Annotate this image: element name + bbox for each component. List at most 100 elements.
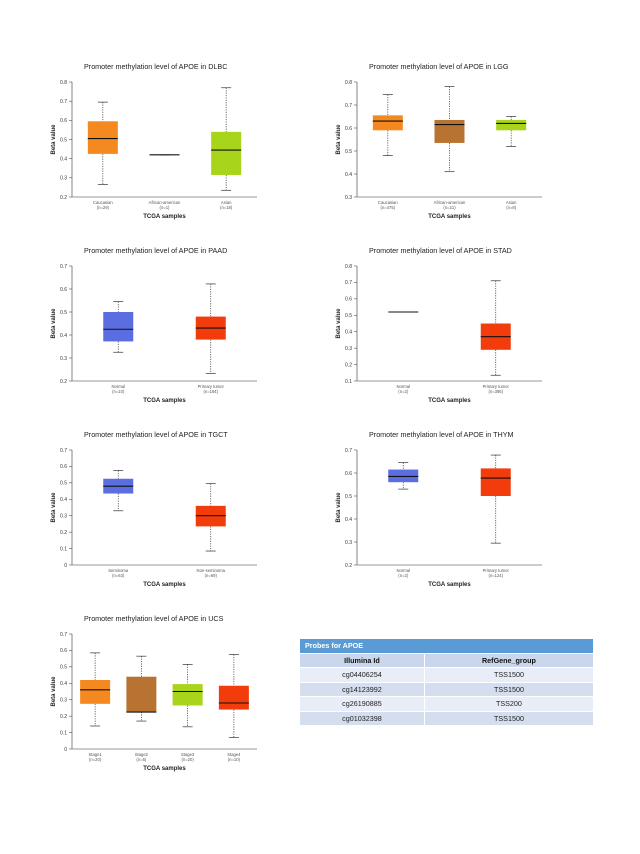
y-tick-label: 0.4 xyxy=(345,517,352,523)
y-tick-label: 0.6 xyxy=(60,118,67,124)
category-count: (n=10) xyxy=(112,389,125,394)
y-tick-label: 0.6 xyxy=(60,464,67,470)
y-axis-label: Beta value xyxy=(51,308,57,339)
probe-table: Probes for APOE Illumina Id RefGene_grou… xyxy=(299,638,595,726)
y-tick-label: 0.3 xyxy=(60,514,67,520)
chart-panel: Promoter methylation level of APOE in UC… xyxy=(51,614,257,772)
y-tick-label: 0.4 xyxy=(60,497,67,503)
y-tick-label: 0.4 xyxy=(60,156,67,162)
category-count: (n=20) xyxy=(89,757,102,762)
y-tick-label: 0.7 xyxy=(345,103,352,109)
category-label: Stage1 xyxy=(88,752,102,757)
box-stage4 xyxy=(218,685,249,710)
box-asian xyxy=(496,119,527,131)
y-axis-label: Beta value xyxy=(336,308,342,339)
category-label: Primary tumor xyxy=(198,384,225,389)
box-caucasian xyxy=(87,121,118,154)
y-tick-label: 0.3 xyxy=(345,346,352,352)
y-tick-label: 0.2 xyxy=(60,195,67,201)
y-tick-label: 0.8 xyxy=(345,80,352,86)
column-header-refgene-group: RefGene_group xyxy=(423,652,595,668)
refgene-group-cell: TSS1500 xyxy=(423,667,595,683)
x-axis-label: TCGA samples xyxy=(428,214,471,220)
y-tick-label: 0 xyxy=(64,563,67,569)
y-tick-label: 0.3 xyxy=(60,176,67,182)
category-count: (n=10) xyxy=(228,757,241,762)
chart-title: Promoter methylation level of APOE in UC… xyxy=(84,614,224,623)
category-label: African-american xyxy=(149,200,181,205)
category-count: (n=395) xyxy=(488,389,503,394)
category-label: Caucasian xyxy=(378,200,398,205)
refgene-group-cell: TSS200 xyxy=(423,696,595,712)
category-label: Stage3 xyxy=(181,752,195,757)
y-tick-label: 0.3 xyxy=(60,356,67,362)
x-axis-label: TCGA samples xyxy=(143,766,186,772)
category-count: (n=63) xyxy=(112,573,125,578)
category-label: Normal xyxy=(397,568,411,573)
category-count: (n=69) xyxy=(205,573,218,578)
box-african-american xyxy=(434,119,465,143)
box-asian xyxy=(211,131,242,175)
y-tick-label: 0.6 xyxy=(345,126,352,132)
chart-panel: Promoter methylation level of APOE in DL… xyxy=(51,62,257,220)
category-count: (n=124) xyxy=(488,573,503,578)
category-label: Stage2 xyxy=(135,752,149,757)
y-tick-label: 0.1 xyxy=(345,379,352,385)
y-tick-label: 0.4 xyxy=(60,681,67,687)
y-tick-label: 0.2 xyxy=(345,563,352,569)
y-tick-label: 0.5 xyxy=(345,313,352,319)
y-axis-label: Beta value xyxy=(51,124,57,155)
box-normal xyxy=(388,469,419,483)
category-label: Normal xyxy=(112,384,126,389)
y-tick-label: 0.5 xyxy=(345,494,352,500)
y-tick-label: 0.5 xyxy=(345,149,352,155)
category-count: (n=18) xyxy=(220,205,233,210)
y-axis-label: Beta value xyxy=(336,492,342,523)
chart-title: Promoter methylation level of APOE in TH… xyxy=(369,430,513,439)
category-label: Normal xyxy=(397,384,411,389)
y-tick-label: 0.8 xyxy=(60,80,67,86)
y-axis-label: Beta value xyxy=(51,492,57,523)
box-primary-tumor xyxy=(480,468,511,496)
probe-table-title: Probes for APOE xyxy=(299,638,594,653)
category-label: Caucasian xyxy=(93,200,113,205)
box-stage3 xyxy=(172,684,203,706)
x-axis-label: TCGA samples xyxy=(143,214,186,220)
chart-panel: Promoter methylation level of APOE in TG… xyxy=(51,430,257,588)
y-tick-label: 0.4 xyxy=(345,330,352,336)
column-header-illumina-id: Illumina Id xyxy=(299,652,425,668)
category-count: (n=21) xyxy=(443,205,456,210)
chart-panel: Promoter methylation level of APOE in PA… xyxy=(51,246,257,404)
category-label: African-american xyxy=(434,200,466,205)
category-count: (n=5) xyxy=(136,757,146,762)
category-count: (n=2) xyxy=(398,389,408,394)
table-row: cg04406254 TSS1500 xyxy=(299,667,595,683)
y-tick-label: 0.7 xyxy=(345,448,352,454)
y-tick-label: 0.6 xyxy=(60,648,67,654)
table-row: cg01032398 TSS1500 xyxy=(299,710,595,726)
y-tick-label: 0.7 xyxy=(60,632,67,638)
y-tick-label: 0.5 xyxy=(60,310,67,316)
y-tick-label: 0.3 xyxy=(345,195,352,201)
category-count: (n=184) xyxy=(203,389,218,394)
y-tick-label: 0.1 xyxy=(60,546,67,552)
refgene-group-cell: TSS1500 xyxy=(423,681,595,697)
category-count: (n=2) xyxy=(398,573,408,578)
y-tick-label: 0.6 xyxy=(60,287,67,293)
chart-title: Promoter methylation level of APOE in PA… xyxy=(84,246,227,255)
y-tick-label: 0.4 xyxy=(60,333,67,339)
x-axis-label: TCGA samples xyxy=(143,582,186,588)
chart-title: Promoter methylation level of APOE in LG… xyxy=(369,62,509,71)
y-tick-label: 0.3 xyxy=(345,540,352,546)
y-axis-label: Beta value xyxy=(336,124,342,155)
illumina-id-cell: cg01032398 xyxy=(299,710,425,726)
category-label: Seminoma xyxy=(108,568,129,573)
category-label: Stage4 xyxy=(227,752,241,757)
y-tick-label: 0.2 xyxy=(60,379,67,385)
chart-title: Promoter methylation level of APOE in TG… xyxy=(84,430,228,439)
y-tick-label: 0.6 xyxy=(345,297,352,303)
category-count: (n=29) xyxy=(97,205,110,210)
y-axis-label: Beta value xyxy=(51,676,57,707)
chart-panel: Promoter methylation level of APOE in ST… xyxy=(336,246,542,404)
